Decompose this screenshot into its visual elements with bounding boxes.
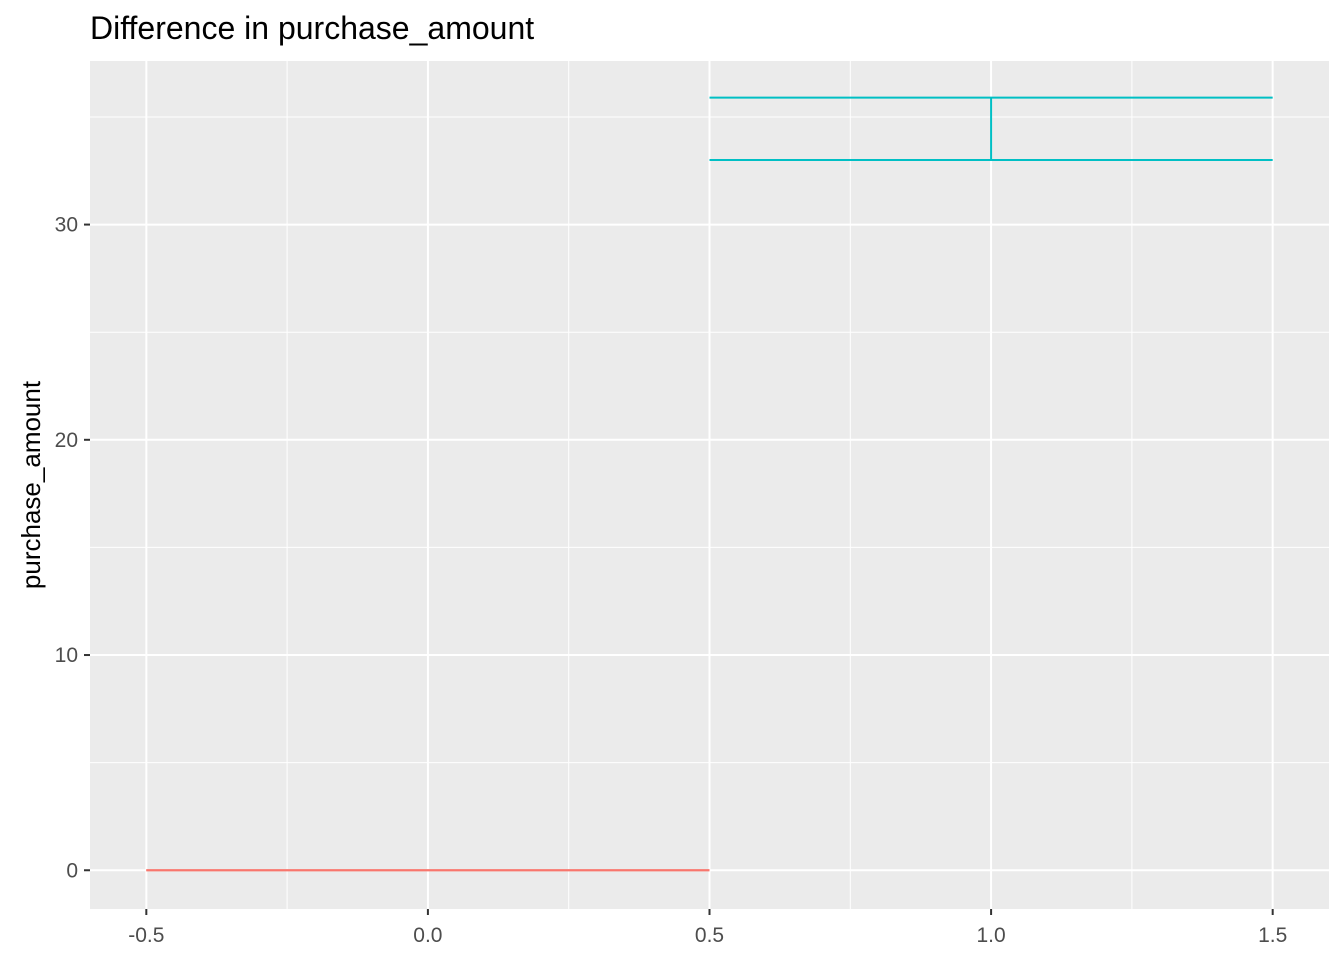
error-bar xyxy=(709,96,1273,162)
y-axis-title: purchase_amount xyxy=(16,380,46,589)
axes: -0.5 0.0 0.5 1.0 1.5 0 10 20 30 xyxy=(55,214,1288,947)
y-tick-label: 20 xyxy=(55,429,78,452)
x-tick-label: 1.5 xyxy=(1258,924,1287,947)
y-tick-label: 10 xyxy=(55,644,78,667)
x-tick-label: 0.5 xyxy=(695,924,724,947)
y-tick-label: 30 xyxy=(55,214,78,237)
chart-title: Difference in purchase_amount xyxy=(90,10,535,46)
x-tick-label: -0.5 xyxy=(128,924,164,947)
error-bars xyxy=(146,96,1273,872)
y-tick-label: 0 xyxy=(66,859,78,882)
x-tick-label: 0.0 xyxy=(413,924,442,947)
x-tick-label: 1.0 xyxy=(976,924,1005,947)
grid-lines xyxy=(90,61,1329,909)
